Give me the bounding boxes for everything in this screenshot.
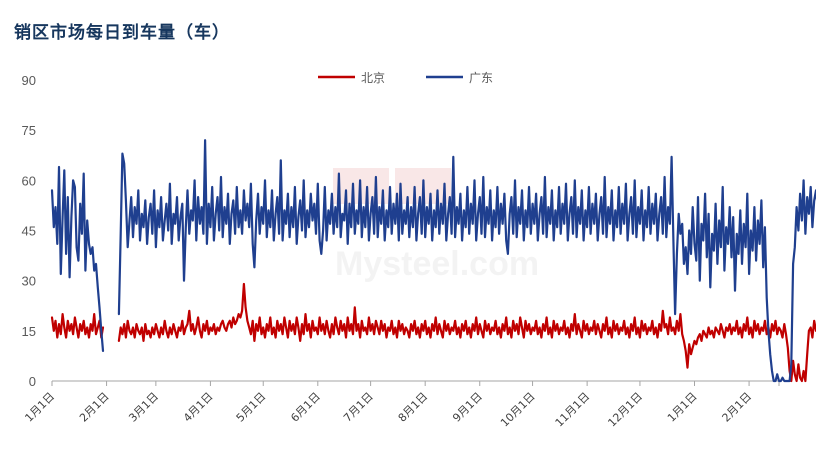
svg-text:Mysteel.com: Mysteel.com <box>335 245 539 283</box>
chart-title: 销区市场每日到车量（车） <box>14 23 230 43</box>
x-tick-label: 4月1日 <box>181 390 216 425</box>
x-tick-label: 10月1日 <box>498 390 538 430</box>
series-lines <box>50 139 816 383</box>
x-tick-label: 8月1日 <box>396 390 431 425</box>
mysteel-watermark: Mysteel.com <box>333 168 539 283</box>
series-line-北京 <box>117 282 816 383</box>
x-tick-label: 11月1日 <box>553 390 593 430</box>
x-tick-label: 12月1日 <box>605 390 645 430</box>
y-tick-label: 75 <box>22 123 36 138</box>
x-tick-label: 9月1日 <box>450 390 485 425</box>
x-tick-label: 1月1日 <box>665 390 700 425</box>
y-tick-label: 0 <box>29 374 36 389</box>
y-tick-label: 45 <box>22 224 36 239</box>
legend-label: 广东 <box>469 71 493 85</box>
series-line-广东 <box>50 165 105 352</box>
x-axis-ticks: 1月1日 2月1日 3月1日 4月1日 5月1日 6月1日 7月1日 8月1日 9月1日 10月1… <box>22 381 780 430</box>
y-tick-label: 15 <box>22 324 36 339</box>
x-tick-label: 2月1日 <box>720 390 755 425</box>
y-tick-label: 30 <box>22 274 36 289</box>
legend-label: 北京 <box>361 71 385 85</box>
series-line-北京 <box>50 313 105 339</box>
x-tick-label: 2月1日 <box>77 390 112 425</box>
legend: 北京 广东 <box>318 71 493 85</box>
x-tick-label: 5月1日 <box>234 390 269 425</box>
series-line-广东 <box>117 139 816 383</box>
x-tick-label: 7月1日 <box>341 390 376 425</box>
y-axis-ticks: 0 15 30 45 60 75 90 <box>22 73 36 389</box>
x-tick-label: 3月1日 <box>126 390 161 425</box>
x-tick-label: 1月1日 <box>22 390 57 425</box>
y-tick-label: 60 <box>22 173 36 188</box>
x-tick-label: 6月1日 <box>288 390 323 425</box>
y-tick-label: 90 <box>22 73 36 88</box>
